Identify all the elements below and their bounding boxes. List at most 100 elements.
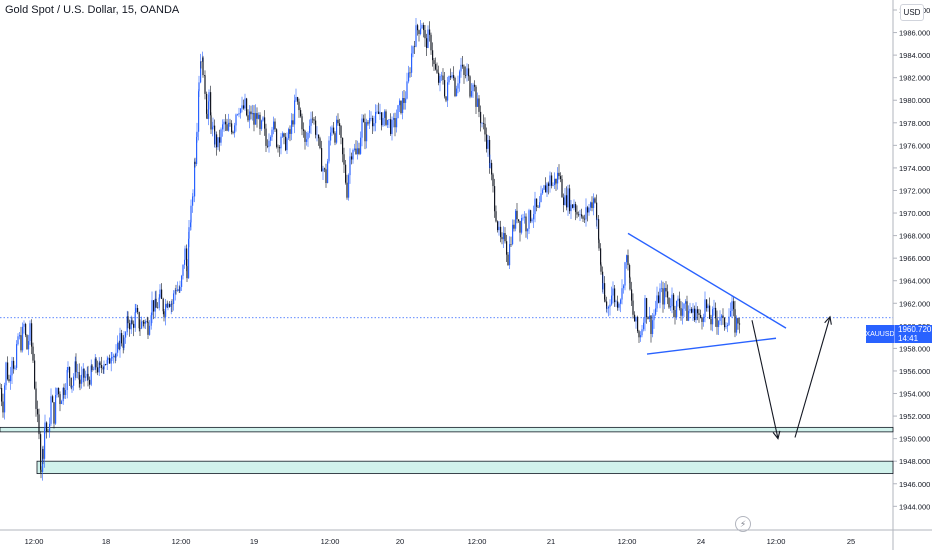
y-tick-label: 1976.000: [899, 141, 930, 150]
candle-body: [658, 295, 660, 303]
candle-body: [139, 328, 141, 329]
candle-body: [65, 389, 67, 395]
candle-body: [340, 126, 342, 138]
y-tick-label: 1982.000: [899, 74, 930, 83]
candle-body: [372, 118, 374, 127]
candle-body: [617, 301, 619, 308]
candle-body: [360, 137, 362, 154]
candle-body: [315, 120, 317, 135]
candle-body: [220, 129, 222, 143]
candle-body: [631, 289, 633, 301]
candle-body: [208, 92, 210, 102]
candle-body: [212, 127, 214, 130]
candle-body: [611, 295, 613, 305]
y-tick-label: 1956.000: [899, 367, 930, 376]
candle-body: [52, 396, 54, 403]
candle-body: [722, 315, 724, 318]
candle-body: [206, 93, 208, 114]
candle-body: [692, 308, 694, 313]
candle-body: [500, 226, 502, 238]
candle-body: [143, 322, 145, 324]
candle-body: [554, 178, 556, 186]
candle-body: [99, 362, 101, 366]
candle-body: [620, 299, 622, 304]
candle-body: [524, 216, 526, 218]
candle-body: [572, 204, 574, 208]
candle-body: [584, 218, 586, 220]
candle-body: [527, 228, 529, 232]
candle-body: [733, 301, 735, 310]
candle-body: [342, 137, 344, 155]
candle-body: [184, 248, 186, 260]
candle-body: [333, 127, 335, 134]
currency-button[interactable]: USD: [900, 4, 924, 21]
y-tick-label: 1946.000: [899, 480, 930, 489]
candle-body: [652, 320, 654, 335]
candle-body: [495, 211, 497, 222]
candle-body: [688, 310, 690, 321]
candle-body: [548, 183, 550, 186]
candle-body: [512, 224, 514, 245]
candle-body: [466, 68, 468, 76]
candle-body: [267, 145, 269, 147]
lightning-bolt-icon[interactable]: ⚡: [735, 516, 751, 532]
candle-body: [575, 204, 577, 212]
candle-body: [40, 469, 42, 472]
candle-body: [346, 182, 348, 198]
candle-body: [444, 80, 446, 97]
candle-body: [635, 316, 637, 322]
candle-body: [497, 221, 499, 231]
candle-body: [402, 97, 404, 114]
candle-body: [507, 254, 509, 266]
candle-body: [170, 303, 172, 307]
candle-body: [85, 376, 87, 378]
candle-body: [40, 434, 42, 470]
candle-body: [545, 185, 547, 193]
candle-body: [474, 84, 476, 87]
x-tick-label: 24: [697, 537, 705, 546]
candle-body: [480, 111, 482, 124]
candle-body: [63, 387, 65, 395]
candle-body: [707, 305, 709, 309]
candle-body: [370, 118, 372, 119]
candle-body: [255, 113, 257, 125]
candle-body: [460, 64, 462, 72]
candle-body: [349, 156, 351, 176]
candle-body: [316, 134, 318, 136]
x-tick-label: 12:00: [25, 537, 44, 546]
candle-body: [200, 61, 202, 63]
candle-body: [450, 76, 452, 78]
candle-body: [273, 121, 275, 130]
candle-body: [540, 193, 542, 203]
candle-body: [186, 248, 188, 267]
candle-body: [477, 98, 479, 107]
candle-body: [324, 168, 326, 170]
candle-body: [539, 202, 541, 208]
candle-body: [339, 123, 341, 127]
candle-body: [700, 314, 702, 318]
candle-body: [42, 449, 44, 459]
candle-body: [456, 88, 458, 97]
chart-title: Gold Spot / U.S. Dollar, 15, OANDA: [5, 4, 180, 16]
candle-body: [602, 283, 604, 290]
candle-body: [489, 162, 491, 168]
up-projection-arrow: [794, 316, 831, 438]
candle-body: [337, 119, 339, 124]
candle-body: [235, 114, 237, 126]
candle-body: [385, 111, 387, 125]
candle-body: [47, 431, 49, 432]
candle-body: [310, 118, 312, 126]
candle-body: [253, 112, 255, 125]
candle-body: [101, 365, 103, 368]
candle-body: [22, 326, 24, 351]
candle-body: [89, 379, 91, 385]
candle-body: [348, 175, 350, 198]
candle-body: [415, 25, 417, 47]
candle-body: [190, 205, 192, 223]
candle-body: [472, 84, 474, 92]
candle-body: [129, 323, 131, 330]
candle-body: [78, 372, 80, 380]
candle-body: [198, 82, 200, 92]
